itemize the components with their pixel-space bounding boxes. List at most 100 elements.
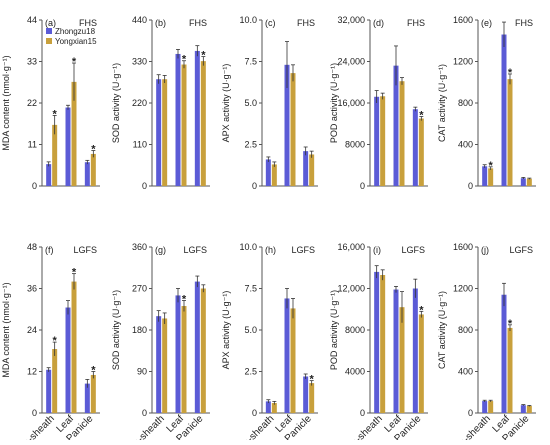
y-tick-label: 1200: [453, 57, 473, 67]
bar: [374, 271, 380, 413]
y-tick-label: 22: [27, 98, 37, 108]
condition-label: LGFS: [509, 245, 533, 255]
y-tick-label: 1600: [453, 15, 473, 25]
y-tick-label: 33: [27, 57, 37, 67]
panel-d: 0 8000 16,000 24,000 32,000 POD activity (U·g…: [329, 15, 428, 191]
condition-label: LGFS: [291, 245, 315, 255]
bar: [501, 294, 507, 413]
condition-label: FHS: [297, 18, 315, 28]
condition-label: LGFS: [183, 245, 207, 255]
bar: [418, 314, 424, 413]
bar: [194, 281, 200, 413]
bar: [284, 64, 290, 186]
bar: [482, 166, 488, 186]
bar: [501, 34, 507, 187]
y-tick-label: 0: [32, 408, 37, 418]
y-axis-title: MDA content (nmol·g⁻¹): [1, 55, 11, 150]
bar: [520, 405, 526, 413]
y-tick-label: 800: [458, 98, 473, 108]
bar: [265, 401, 271, 413]
y-tick-label: 0: [142, 181, 147, 191]
y-tick-label: 0: [360, 181, 365, 191]
bar: [52, 124, 58, 186]
bar: [52, 349, 58, 413]
y-tick-label: 16,000: [337, 98, 365, 108]
y-tick-label: 2.5: [244, 367, 257, 377]
bar: [71, 281, 77, 413]
y-tick-label: 7.5: [244, 57, 257, 67]
bar: [265, 159, 271, 186]
panel-label: (d): [373, 18, 384, 28]
y-tick-label: 90: [137, 367, 147, 377]
y-tick-label: 36: [27, 284, 37, 294]
legend-label: Yongxian15: [55, 37, 97, 46]
y-tick-label: 5.0: [244, 325, 257, 335]
panel-e: 0 400 800 1200 1600 CAT activity (U·g⁻¹) (e) FH…: [437, 15, 536, 191]
y-axis-title: POD activity (U·g⁻¹): [329, 63, 339, 143]
significance-star: *: [91, 144, 96, 156]
legend-swatch: [46, 38, 52, 44]
significance-star: *: [182, 293, 187, 305]
condition-label: LGFS: [401, 245, 425, 255]
significance-star: *: [53, 108, 58, 120]
y-tick-label: 400: [458, 140, 473, 150]
y-tick-label: 440: [132, 15, 147, 25]
y-tick-label: 44: [27, 15, 37, 25]
significance-star: *: [310, 374, 315, 386]
bar: [488, 401, 494, 413]
panel-h: 0 2.5 5.0 7.5 10.0 APX activity (U·g⁻¹) (h) LGF…: [221, 242, 318, 445]
bar: [271, 403, 277, 413]
y-tick-label: 10.0: [239, 15, 257, 25]
bar: [46, 164, 52, 186]
significance-star: *: [489, 160, 494, 172]
bar: [526, 178, 532, 186]
bar: [507, 327, 513, 413]
bar: [526, 405, 532, 413]
y-tick-label: 0: [360, 408, 365, 418]
panel-label: (b): [155, 18, 166, 28]
panel-label: (i): [373, 245, 381, 255]
y-axis-title: SOD activity (U·g⁻¹): [111, 63, 121, 143]
y-tick-label: 800: [458, 325, 473, 335]
bar: [380, 96, 386, 186]
condition-label: FHS: [407, 18, 425, 28]
bar: [374, 96, 380, 186]
significance-star: *: [419, 109, 424, 121]
legend-label: Zhongzu18: [55, 27, 96, 36]
bar: [175, 295, 181, 413]
bar: [284, 298, 290, 413]
y-tick-label: 48: [27, 242, 37, 252]
bar: [303, 376, 309, 413]
significance-star: *: [419, 304, 424, 316]
y-tick-label: 0: [252, 408, 257, 418]
condition-label: FHS: [189, 18, 207, 28]
bar: [175, 53, 181, 186]
y-tick-label: 24: [27, 325, 37, 335]
y-axis-title: CAT activity (U·g⁻¹): [437, 291, 447, 369]
panel-b: 0 110 220 330 440 SOD activity (U·g⁻¹) (b) FHS *…: [111, 15, 210, 191]
y-tick-label: 110: [133, 140, 147, 150]
panel-c: 0 2.5 5.0 7.5 10.0 APX activity (U·g⁻¹) (c) FHS: [221, 15, 318, 191]
bar: [488, 168, 494, 186]
significance-star: *: [72, 56, 77, 68]
y-tick-label: 16,000: [337, 242, 365, 252]
y-tick-label: 24,000: [337, 57, 365, 67]
bar: [412, 288, 418, 413]
y-tick-label: 270: [132, 284, 147, 294]
bar: [84, 383, 90, 413]
panel-label: (h): [265, 245, 276, 255]
y-tick-label: 400: [458, 367, 473, 377]
panel-j: 0 400 800 1200 1600 CAT activity (U·g⁻¹) (j) LG…: [437, 242, 536, 445]
y-tick-label: 0: [32, 181, 37, 191]
y-tick-label: 0: [142, 408, 147, 418]
y-axis-title: MDA content (nmol·g⁻¹): [1, 282, 11, 377]
bar: [156, 79, 162, 186]
significance-star: *: [508, 67, 513, 79]
bar: [399, 81, 405, 186]
significance-star: *: [201, 50, 206, 62]
bar: [46, 369, 52, 413]
y-tick-label: 180: [132, 325, 147, 335]
